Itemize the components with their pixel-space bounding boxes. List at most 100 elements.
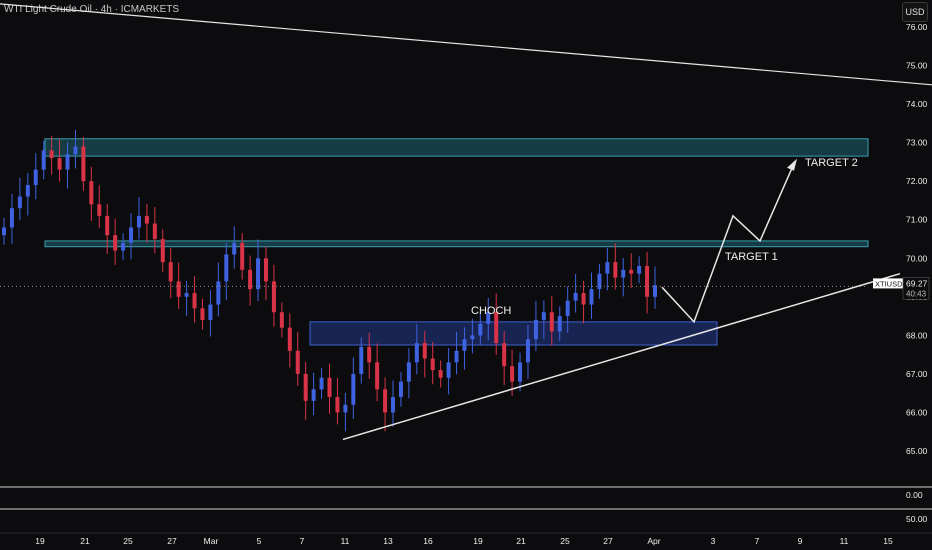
candle [525,339,530,363]
candle [351,373,356,405]
x-tick-label: 7 [755,536,760,546]
candle [168,262,173,282]
x-tick-label: 3 [711,536,716,546]
currency-button[interactable]: USD [902,2,928,22]
candle [478,323,483,336]
x-tick-label: Mar [204,536,219,546]
candle [327,377,332,398]
y-tick-label: 70.00 [906,253,928,263]
y-tick-label: 66.00 [906,407,928,417]
price-badge [902,277,930,300]
candle [613,262,618,278]
candle [605,262,610,274]
resistance-zone [44,240,869,248]
candle [470,335,475,340]
candle [446,362,451,378]
x-tick-label: 9 [798,536,803,546]
candle [41,150,46,170]
candle [232,242,237,255]
candle [248,269,253,290]
y-tick-label: 65.00 [906,446,928,456]
candle [398,381,403,398]
y-tick-label: 73.00 [906,138,928,148]
candle [121,242,126,251]
candle [422,343,427,359]
candle [375,362,380,390]
candle [295,350,300,374]
candle [263,258,268,282]
target-1-label: TARGET 1 [725,251,778,263]
candle [89,181,94,205]
x-tick-label: 27 [603,536,613,546]
candle [637,265,642,274]
candle [129,227,134,243]
target-2-label: TARGET 2 [805,157,858,169]
candle [136,215,141,228]
candle [256,258,261,290]
candle [25,185,30,197]
x-tick-label: 19 [35,536,45,546]
candle [200,308,205,320]
y-tick-label: 71.00 [906,215,928,225]
candle [49,150,54,159]
candle [383,389,388,413]
indicator-value-label: 0.00 [906,490,923,500]
x-tick-label: 11 [341,536,350,546]
candle [518,362,523,382]
candle [367,346,372,363]
candle [359,346,364,374]
x-tick-label: 7 [300,536,305,546]
candle [438,370,443,378]
candle [208,304,213,320]
symbol-label: XTIUSD [875,279,903,288]
candle [216,281,221,305]
candle [573,292,578,301]
candle [9,208,14,228]
candle [549,312,554,332]
candle [494,312,499,344]
candle [176,281,181,297]
candle [192,292,197,309]
x-tick-label: 11 [840,536,849,546]
lines-layer [0,3,932,441]
candle [581,292,586,305]
x-tick-label: 15 [883,536,893,546]
candle [510,366,515,382]
candle [65,154,70,170]
support-trendline [342,272,901,441]
x-tick-label: 25 [560,536,570,546]
x-tick-label: 27 [167,536,177,546]
resistance-zone [44,138,869,157]
x-tick-label: 13 [383,536,393,546]
zones-layer [44,138,869,346]
candle [502,343,507,367]
candle [589,289,594,305]
candles-layer [2,129,657,432]
projection-arrowhead [787,158,797,171]
demand-zone [309,321,718,346]
candle [406,362,411,382]
axis-layer [0,486,932,534]
candle [541,312,546,320]
candle [2,227,6,236]
symbol-badge [873,278,903,289]
candle [105,215,110,236]
candle [653,285,657,297]
x-tick-label: 19 [473,536,483,546]
candle [287,327,292,351]
candle [184,292,189,297]
candle [303,373,308,401]
y-tick-label: 67.00 [906,369,928,379]
candle [557,316,562,332]
chart-title: WTI Light Crude Oil · 4h · ICMARKETS [4,4,180,15]
x-tick-label: 5 [257,536,262,546]
candle [160,239,165,263]
candle [430,358,435,371]
candle [629,269,634,274]
candle [597,273,602,290]
projection-path [661,165,794,324]
candle [81,146,86,182]
candle [343,404,348,413]
candle [73,146,78,155]
